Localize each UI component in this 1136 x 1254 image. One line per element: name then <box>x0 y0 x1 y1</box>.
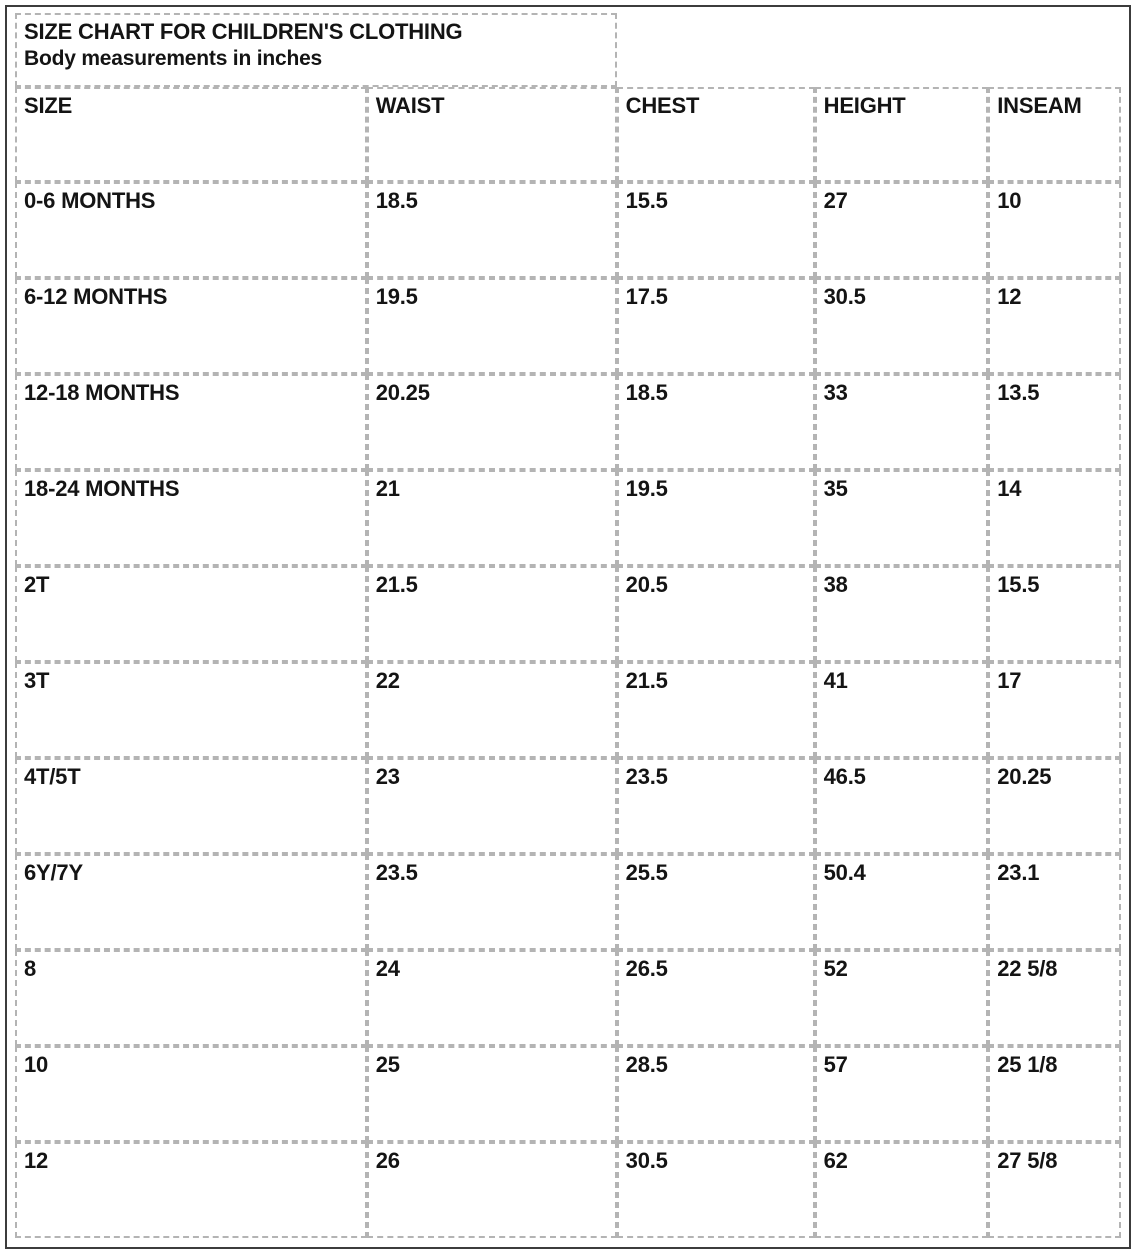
document-frame: SIZE CHART FOR CHILDREN'S CLOTHING Body … <box>5 5 1131 1249</box>
size-cell: 10 <box>15 1046 367 1142</box>
height-cell: 38 <box>814 566 989 662</box>
size-cell: 2T <box>15 566 367 662</box>
chest-cell: 19.5 <box>616 470 815 566</box>
height-cell: 41 <box>814 662 989 758</box>
chart-title: SIZE CHART FOR CHILDREN'S CLOTHING <box>24 19 463 44</box>
inseam-cell: 22 5/8 <box>988 950 1121 1046</box>
chest-cell: 15.5 <box>616 182 815 278</box>
table-row: 12 26 30.5 62 27 5/8 <box>15 1142 1121 1238</box>
size-cell: 6-12 MONTHS <box>15 278 367 374</box>
inseam-cell: 23.1 <box>988 854 1121 950</box>
height-cell: 62 <box>814 1142 989 1238</box>
inseam-cell: 14 <box>988 470 1121 566</box>
size-chart-table: SIZE CHART FOR CHILDREN'S CLOTHING Body … <box>15 13 1121 1238</box>
inseam-cell: 20.25 <box>988 758 1121 854</box>
column-header-row: SIZE WAIST CHEST HEIGHT INSEAM <box>15 87 1121 182</box>
size-cell: 12-18 MONTHS <box>15 374 367 470</box>
chest-cell: 30.5 <box>616 1142 815 1238</box>
chart-title-cell: SIZE CHART FOR CHILDREN'S CLOTHING Body … <box>15 13 617 87</box>
waist-cell: 22 <box>366 662 617 758</box>
inseam-cell: 12 <box>988 278 1121 374</box>
size-cell: 8 <box>15 950 367 1046</box>
chest-cell: 20.5 <box>616 566 815 662</box>
inseam-cell: 27 5/8 <box>988 1142 1121 1238</box>
height-cell: 35 <box>814 470 989 566</box>
table-row: 2T 21.5 20.5 38 15.5 <box>15 566 1121 662</box>
column-header-waist: WAIST <box>366 87 617 182</box>
inseam-cell: 25 1/8 <box>988 1046 1121 1142</box>
waist-cell: 21.5 <box>366 566 617 662</box>
height-cell: 52 <box>814 950 989 1046</box>
table-row: 18-24 MONTHS 21 19.5 35 14 <box>15 470 1121 566</box>
column-header-inseam: INSEAM <box>988 87 1121 182</box>
height-cell: 46.5 <box>814 758 989 854</box>
waist-cell: 18.5 <box>366 182 617 278</box>
waist-cell: 23.5 <box>366 854 617 950</box>
table-row: 0-6 MONTHS 18.5 15.5 27 10 <box>15 182 1121 278</box>
chest-cell: 25.5 <box>616 854 815 950</box>
waist-cell: 24 <box>366 950 617 1046</box>
table-row: 4T/5T 23 23.5 46.5 20.25 <box>15 758 1121 854</box>
size-cell: 12 <box>15 1142 367 1238</box>
size-cell: 18-24 MONTHS <box>15 470 367 566</box>
waist-cell: 19.5 <box>366 278 617 374</box>
size-cell: 6Y/7Y <box>15 854 367 950</box>
waist-cell: 26 <box>366 1142 617 1238</box>
column-header-size: SIZE <box>15 87 367 182</box>
inseam-cell: 13.5 <box>988 374 1121 470</box>
column-header-chest: CHEST <box>616 87 815 182</box>
height-cell: 30.5 <box>814 278 989 374</box>
table-row: 6Y/7Y 23.5 25.5 50.4 23.1 <box>15 854 1121 950</box>
height-cell: 33 <box>814 374 989 470</box>
table-row: 3T 22 21.5 41 17 <box>15 662 1121 758</box>
waist-cell: 25 <box>366 1046 617 1142</box>
title-row: SIZE CHART FOR CHILDREN'S CLOTHING Body … <box>15 13 1121 87</box>
height-cell: 27 <box>814 182 989 278</box>
empty-top-right-area <box>617 13 1121 87</box>
waist-cell: 20.25 <box>366 374 617 470</box>
size-cell: 0-6 MONTHS <box>15 182 367 278</box>
inseam-cell: 10 <box>988 182 1121 278</box>
chest-cell: 26.5 <box>616 950 815 1046</box>
chest-cell: 18.5 <box>616 374 815 470</box>
table-row: 6-12 MONTHS 19.5 17.5 30.5 12 <box>15 278 1121 374</box>
column-header-height: HEIGHT <box>814 87 989 182</box>
chest-cell: 17.5 <box>616 278 815 374</box>
table-row: 12-18 MONTHS 20.25 18.5 33 13.5 <box>15 374 1121 470</box>
inseam-cell: 17 <box>988 662 1121 758</box>
chest-cell: 23.5 <box>616 758 815 854</box>
chest-cell: 21.5 <box>616 662 815 758</box>
chart-subtitle: Body measurements in inches <box>24 46 323 70</box>
height-cell: 50.4 <box>814 854 989 950</box>
chest-cell: 28.5 <box>616 1046 815 1142</box>
height-cell: 57 <box>814 1046 989 1142</box>
table-row: 10 25 28.5 57 25 1/8 <box>15 1046 1121 1142</box>
waist-cell: 23 <box>366 758 617 854</box>
size-cell: 4T/5T <box>15 758 367 854</box>
inseam-cell: 15.5 <box>988 566 1121 662</box>
waist-cell: 21 <box>366 470 617 566</box>
size-cell: 3T <box>15 662 367 758</box>
table-row: 8 24 26.5 52 22 5/8 <box>15 950 1121 1046</box>
